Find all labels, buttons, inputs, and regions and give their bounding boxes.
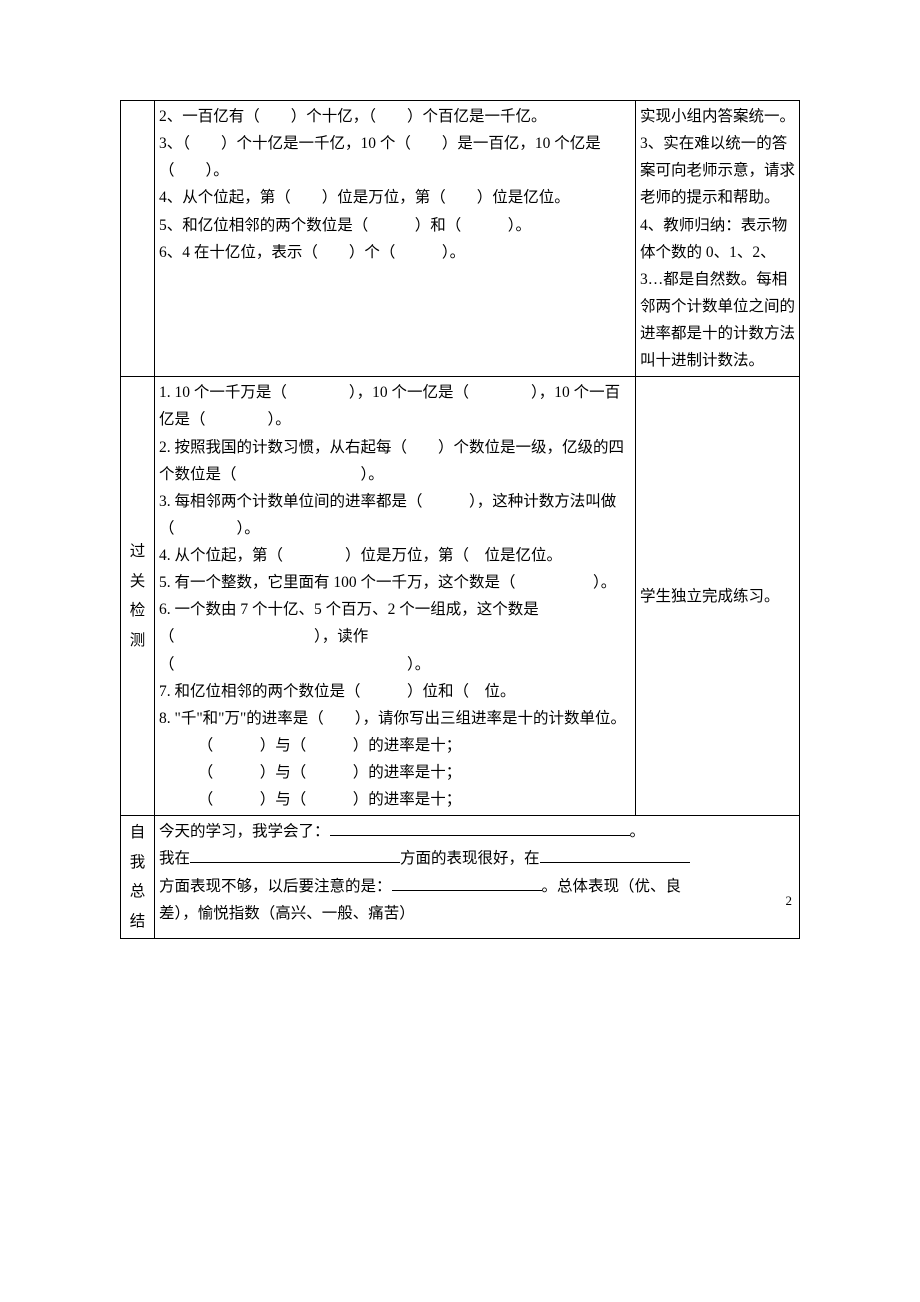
item-3: 3. 每相邻两个计数单位间的进率都是（ ），这种计数方法叫做（ ）。 [159, 488, 631, 542]
q6: 6、4 在十亿位，表示（ ）个（ ）。 [159, 239, 631, 266]
section1-main: 2、一百亿有（ ）个十亿，（ ）个百亿是一千亿。 3、（ ）个十亿是一千亿，10… [155, 101, 636, 377]
right-note-2: 3、实在难以统一的答案可向老师示意，请求老师的提示和帮助。 [640, 130, 795, 211]
section3-main: 今天的学习，我学会了： 。 我在 方面的表现很好，在 方面表现不够，以后要注意的是：… [155, 816, 800, 939]
summary-line-3: 方面表现不够，以后要注意的是： 。总体表现（优、良 [159, 873, 795, 900]
section-label-empty [121, 101, 155, 377]
page: 2、一百亿有（ ）个十亿，（ ）个百亿是一千亿。 3、（ ）个十亿是一千亿，10… [0, 0, 920, 979]
item-7: 7. 和亿位相邻的两个数位是（ ）位和（ 位。 [159, 678, 631, 705]
summary-line-1: 今天的学习，我学会了： 。 [159, 818, 795, 845]
blank-line [330, 821, 630, 837]
text: 今天的学习，我学会了： [159, 823, 330, 840]
q3: 3、（ ）个十亿是一千亿，10 个（ ）是一百亿，10 个亿是（ ）。 [159, 130, 631, 184]
right-note-3: 4、教师归纳：表示物体个数的 0、1、2、3…都是自然数。每相邻两个计数单位之间… [640, 212, 795, 375]
item-4: 4. 从个位起，第（ ）位是万位，第（ 位是亿位。 [159, 542, 631, 569]
label-char: 自 [125, 818, 150, 847]
item-8b: （ ）与（ ）的进率是十； [159, 759, 631, 786]
label-char: 总 [125, 877, 150, 906]
text: 我在 [159, 850, 190, 867]
section2-right: 学生独立完成练习。 [636, 377, 800, 816]
q4: 4、从个位起，第（ ）位是万位，第（ ）位是亿位。 [159, 184, 631, 211]
item-8c: （ ）与（ ）的进率是十； [159, 786, 631, 813]
text: 方面表现不够，以后要注意的是： [159, 878, 392, 895]
page-number: 2 [786, 893, 793, 909]
item-1: 1. 10 个一千万是（ ），10 个一亿是（ ），10 个一百亿是（ ）。 [159, 379, 631, 433]
text: 方面的表现很好，在 [400, 850, 540, 867]
section-summary: 自 我 总 结 今天的学习，我学会了： 。 我在 方面的表现很好，在 方面表现不够，… [121, 816, 800, 939]
item-6: 6. 一个数由 7 个十亿、5 个百万、2 个一组成，这个数是（ ），读作（ ）… [159, 596, 631, 677]
q5: 5、和亿位相邻的两个数位是（ ）和（ ）。 [159, 212, 631, 239]
document-table: 2、一百亿有（ ）个十亿，（ ）个百亿是一千亿。 3、（ ）个十亿是一千亿，10… [120, 100, 800, 939]
label-char: 我 [125, 848, 150, 877]
q2: 2、一百亿有（ ）个十亿，（ ）个百亿是一千亿。 [159, 103, 631, 130]
summary-line-4: 差），愉悦指数（高兴、一般、痛苦） [159, 900, 795, 927]
section-check: 过 关 检 测 1. 10 个一千万是（ ），10 个一亿是（ ），10 个一百… [121, 377, 800, 816]
label-char: 过 [125, 537, 150, 566]
right-note: 学生独立完成练习。 [640, 583, 795, 610]
label-char: 检 [125, 596, 150, 625]
item-8: 8. "千"和"万"的进率是（ ），请你写出三组进率是十的计数单位。 [159, 705, 631, 732]
summary-line-2: 我在 方面的表现很好，在 [159, 845, 795, 872]
section-continuation: 2、一百亿有（ ）个十亿，（ ）个百亿是一千亿。 3、（ ）个十亿是一千亿，10… [121, 101, 800, 377]
label-char: 结 [125, 907, 150, 936]
label-char: 测 [125, 626, 150, 655]
section2-main: 1. 10 个一千万是（ ），10 个一亿是（ ），10 个一百亿是（ ）。 2… [155, 377, 636, 816]
blank-line [392, 875, 542, 891]
label-char: 关 [125, 567, 150, 596]
text: 。 [630, 823, 646, 840]
text: 。总体表现（优、良 [542, 878, 682, 895]
section-label-check: 过 关 检 测 [121, 377, 155, 816]
blank-line [540, 848, 690, 864]
item-5: 5. 有一个整数，它里面有 100 个一千万，这个数是（ ）。 [159, 569, 631, 596]
item-2: 2. 按照我国的计数习惯，从右起每（ ）个数位是一级，亿级的四个数位是（ ）。 [159, 434, 631, 488]
blank-line [190, 848, 400, 864]
section1-right: 实现小组内答案统一。 3、实在难以统一的答案可向老师示意，请求老师的提示和帮助。… [636, 101, 800, 377]
section-label-summary: 自 我 总 结 [121, 816, 155, 939]
right-note-1: 实现小组内答案统一。 [640, 103, 795, 130]
item-8a: （ ）与（ ）的进率是十； [159, 732, 631, 759]
